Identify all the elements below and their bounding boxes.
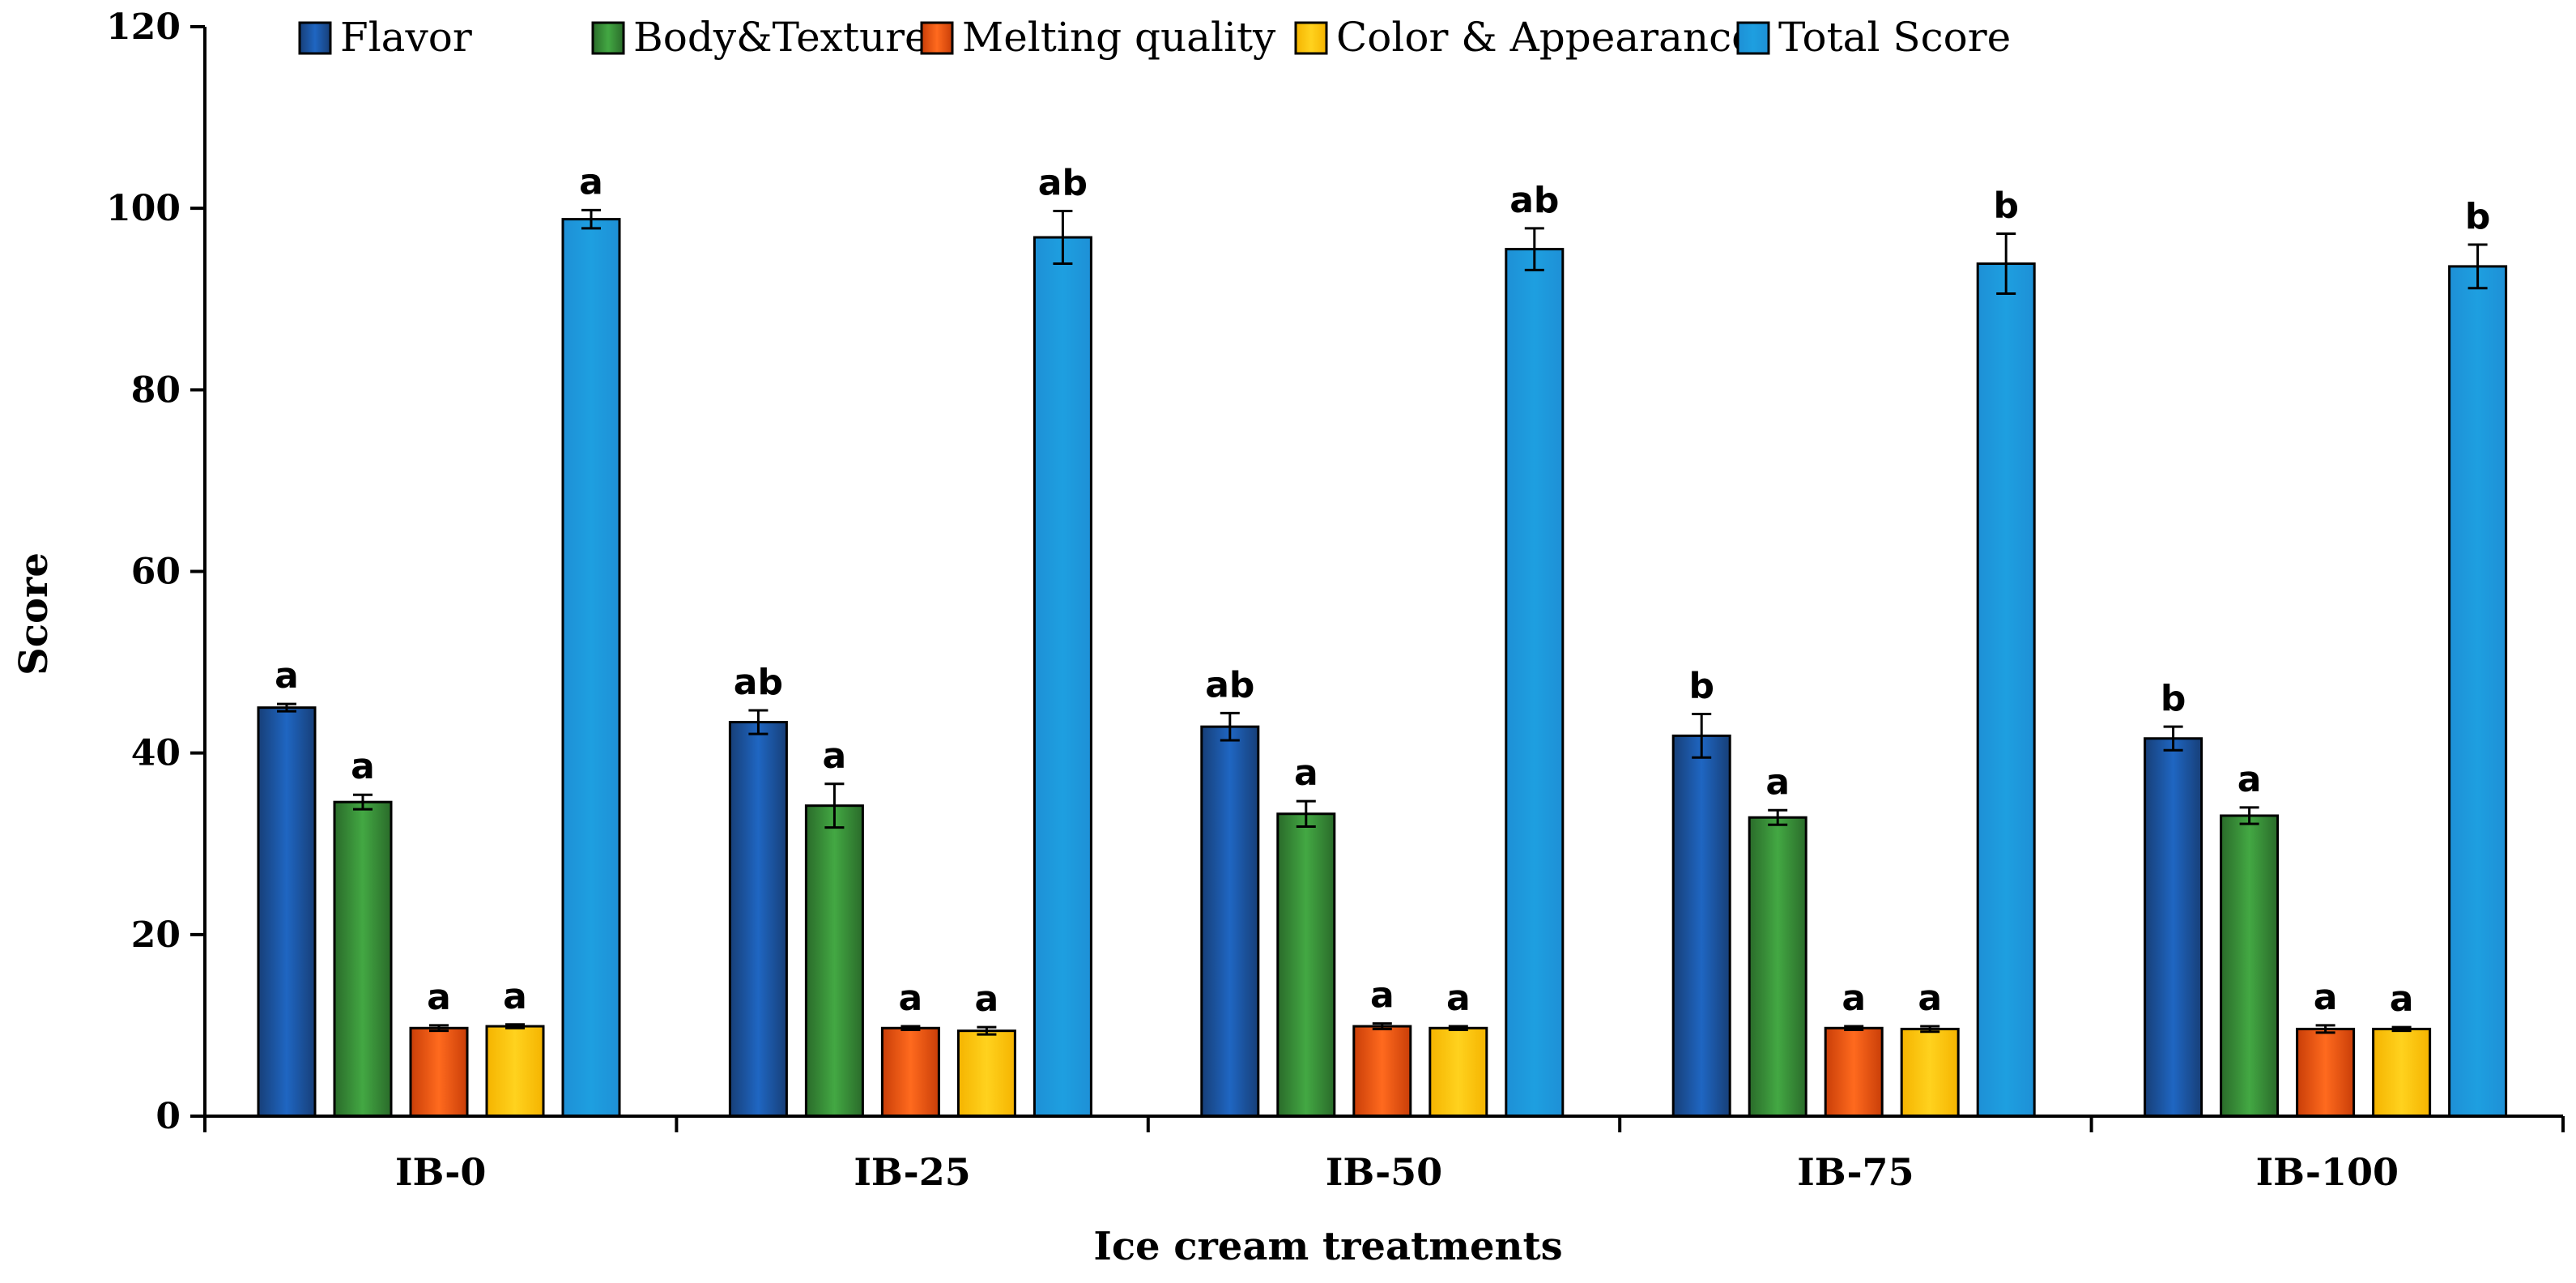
significance-label: b: [2465, 196, 2491, 237]
significance-label: a: [579, 161, 603, 202]
x-tick-label: IB-100: [2256, 1150, 2399, 1194]
y-tick-label: 20: [131, 914, 181, 956]
bar-total-score-ib-100: [2448, 265, 2508, 1118]
bar-total-score-ib-25: [1033, 236, 1092, 1118]
significance-label: a: [2314, 977, 2338, 1018]
bar-flavor-ib-25: [728, 721, 788, 1118]
bar-melting-quality-ib-50: [1352, 1025, 1412, 1118]
x-tick-label: IB-25: [854, 1150, 970, 1194]
axes: 0 20 40 60 80 100 120 IB-0 IB-25 IB-50 IB-75 IB-100: [106, 6, 2565, 1194]
bar-total-score-ib-75: [1976, 262, 2036, 1118]
legend-swatch-total-score: [1736, 21, 1770, 55]
legend-swatch-color-appearance: [1294, 21, 1328, 55]
y-tick-label: 60: [131, 552, 181, 593]
significance-label: a: [503, 976, 527, 1017]
bar-melting-quality-ib-0: [409, 1026, 469, 1118]
significance-label: a: [1842, 978, 1866, 1019]
x-tick-label: IB-75: [1797, 1150, 1914, 1194]
bar-body-texture-ib-0: [333, 800, 393, 1118]
legend-label-flavor: Flavor: [340, 14, 472, 61]
bar-color-appearance-ib-25: [956, 1029, 1016, 1118]
significance-label: b: [1993, 185, 2019, 227]
x-tick-label: IB-0: [395, 1150, 486, 1194]
bar-flavor-ib-100: [2144, 737, 2203, 1118]
y-axis-title: Score: [11, 552, 57, 676]
legend-label-melting-quality: Melting quality: [962, 14, 1276, 61]
bar-flavor-ib-0: [257, 706, 317, 1118]
significance-label: ab: [1509, 180, 1559, 221]
x-axis-title: Ice cream treatments: [1093, 1224, 1562, 1269]
significance-label: a: [1294, 752, 1318, 794]
legend-label-color-appearance: Color & Appearance: [1336, 14, 1756, 61]
significance-label: ab: [734, 662, 783, 703]
bar-body-texture-ib-75: [1748, 816, 1807, 1118]
bar-color-appearance-ib-75: [1900, 1027, 1960, 1118]
legend-swatch-flavor: [298, 21, 332, 55]
significance-label: ab: [1205, 664, 1254, 705]
legend-swatch-body-texture: [591, 21, 625, 55]
significance-label: a: [2390, 978, 2414, 1020]
y-tick-label: 40: [131, 733, 181, 774]
bar-melting-quality-ib-75: [1824, 1026, 1884, 1118]
bar-total-score-ib-0: [561, 218, 621, 1118]
legend-swatch-melting-quality: [920, 21, 954, 55]
y-tick-label: 100: [106, 188, 181, 229]
significance-label: a: [1370, 975, 1394, 1017]
significance-label: a: [1765, 761, 1790, 803]
significance-label: a: [427, 977, 451, 1018]
bar-body-texture-ib-100: [2220, 814, 2280, 1118]
y-tick-label: 120: [106, 6, 181, 48]
significance-label: a: [899, 978, 923, 1019]
significance-label: a: [2238, 759, 2262, 800]
y-tick-label: 80: [131, 369, 181, 411]
significance-label: a: [1918, 978, 1942, 1019]
legend-label-body-texture: Body&Texture: [633, 14, 929, 61]
significance-label: a: [1446, 978, 1471, 1019]
significance-label: b: [2161, 678, 2186, 719]
legend-label-total-score: Total Score: [1778, 14, 2011, 61]
significance-label: a: [275, 655, 299, 697]
significance-label: a: [975, 978, 999, 1020]
y-tick-label: 0: [155, 1096, 181, 1137]
significance-label: a: [823, 735, 847, 777]
bar-body-texture-ib-25: [804, 804, 864, 1118]
significance-label: ab: [1038, 163, 1088, 204]
significance-label: b: [1688, 665, 1714, 706]
bar-total-score-ib-50: [1505, 248, 1565, 1118]
bar-color-appearance-ib-0: [485, 1025, 545, 1118]
bar-flavor-ib-50: [1200, 725, 1260, 1118]
significance-label: a: [351, 746, 375, 787]
bar-flavor-ib-75: [1671, 734, 1731, 1118]
bar-melting-quality-ib-100: [2296, 1027, 2356, 1118]
bar-color-appearance-ib-50: [1429, 1026, 1488, 1118]
bar-color-appearance-ib-100: [2372, 1027, 2432, 1118]
bar-body-texture-ib-50: [1276, 812, 1336, 1118]
x-tick-label: IB-50: [1326, 1150, 1442, 1194]
bar-melting-quality-ib-25: [880, 1026, 940, 1118]
legend: Flavor Body&Texture Melting quality Color &…: [298, 14, 2011, 61]
